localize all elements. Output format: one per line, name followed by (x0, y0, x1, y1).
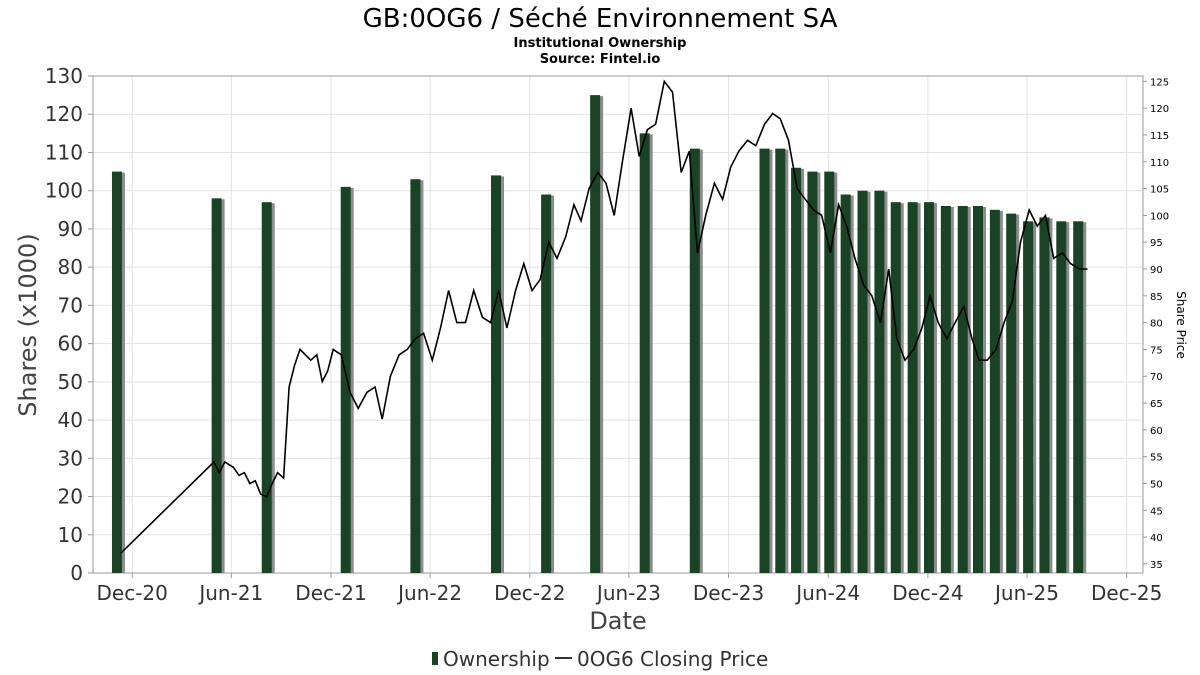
ownership-bar (1006, 213, 1017, 573)
ownership-bar (590, 95, 601, 573)
y2-axis-title: Share Price (1174, 291, 1188, 359)
chart-source: Source: Fintel.io (540, 52, 661, 67)
ownership-bar (410, 179, 421, 573)
right-tick-label: 60 (1150, 426, 1163, 437)
ownership-bar (759, 148, 770, 573)
legend-ownership-label: Ownership (443, 647, 550, 671)
x-tick-label: Jun-24 (794, 581, 860, 605)
x-tick-label: Dec-24 (892, 581, 963, 605)
right-tick-label: 55 (1150, 453, 1163, 464)
legend: Ownership 0OG6 Closing Price (432, 647, 768, 671)
right-tick-label: 115 (1150, 131, 1169, 142)
x-tick-label: Jun-23 (595, 581, 661, 605)
left-tick-label: 110 (45, 140, 83, 164)
ownership-bar (1073, 221, 1084, 573)
left-tick-label: 80 (58, 255, 83, 279)
ownership-bar (857, 190, 868, 573)
x-tick-label: Dec-22 (494, 581, 565, 605)
ownership-bar (874, 190, 885, 573)
right-tick-label: 110 (1150, 158, 1169, 169)
ownership-bars (111, 95, 1087, 574)
ownership-bar (1056, 221, 1067, 573)
right-tick-label: 50 (1150, 479, 1163, 490)
right-tick-label: 90 (1150, 265, 1163, 276)
left-tick-label: 50 (58, 370, 83, 394)
right-tick-label: 120 (1150, 104, 1169, 115)
left-tick-label: 30 (58, 446, 83, 470)
y-axis-title: Shares (x1000) (14, 233, 42, 416)
ownership-bar (957, 205, 968, 573)
right-tick-label: 35 (1150, 560, 1163, 571)
ownership-bar (689, 148, 700, 573)
plot-frame (92, 75, 1144, 574)
x-tick-label: Jun-22 (396, 581, 462, 605)
right-tick-label: 75 (1150, 345, 1163, 356)
right-tick-label: 40 (1150, 533, 1163, 544)
left-tick-label: 130 (45, 64, 83, 88)
ownership-bar (824, 171, 835, 574)
chart-subtitle: Institutional Ownership (514, 36, 687, 51)
right-tick-label: 65 (1150, 399, 1163, 410)
ownership-bar (340, 186, 351, 573)
ownership-bar (211, 198, 222, 574)
right-tick-label: 80 (1150, 319, 1163, 330)
ownership-bar (1039, 217, 1050, 573)
x-tick-label: Dec-20 (97, 581, 168, 605)
right-tick-label: 85 (1150, 292, 1163, 303)
ownership-bar (261, 202, 272, 573)
left-tick-label: 40 (58, 408, 83, 432)
ownership-bar (775, 148, 786, 573)
right-tick-label: 100 (1150, 211, 1169, 222)
ownership-bar (972, 205, 983, 573)
ownership-bar (491, 175, 502, 573)
right-tick-label: 125 (1150, 77, 1169, 88)
ownership-bar (111, 171, 122, 574)
right-tick-label: 45 (1150, 506, 1163, 517)
x-axis-ticks: Dec-20 Jun-21 Dec-21 Jun-22 Dec-22 Jun-23 Dec-… (97, 573, 1162, 605)
x-tick-label: Jun-25 (993, 581, 1059, 605)
ownership-bar (791, 167, 802, 573)
x-tick-label: Dec-23 (693, 581, 764, 605)
left-tick-label: 10 (58, 523, 83, 547)
right-axis-ticks: 35 40 45 50 55 60 65 70 75 80 85 90 95 100 105 110 115 12… (1143, 77, 1169, 571)
right-tick-label: 70 (1150, 372, 1163, 383)
price-line (120, 79, 1088, 554)
x-tick-label: Dec-21 (295, 581, 366, 605)
ownership-bar (639, 133, 650, 573)
left-tick-label: 60 (58, 332, 83, 356)
ownership-bar (890, 202, 901, 573)
legend-price-label: 0OG6 Closing Price (577, 647, 768, 671)
ownership-bar (940, 205, 951, 573)
ownership-bar (923, 202, 934, 573)
x-axis-title: Date (589, 607, 646, 635)
left-axis-ticks: 0 10 20 30 40 50 60 70 80 90 100 110 120 130 (45, 64, 93, 585)
chart-title: GB:0OG6 / Séché Environnement SA (363, 4, 838, 34)
left-tick-label: 90 (58, 217, 83, 241)
left-tick-label: 0 (70, 561, 83, 585)
left-tick-label: 120 (45, 102, 83, 126)
x-tick-label: Jun-21 (197, 581, 263, 605)
ownership-bar (541, 194, 552, 573)
left-tick-label: 20 (58, 485, 83, 509)
ownership-bar (907, 202, 918, 573)
price-line-group (120, 79, 1088, 554)
left-tick-label: 70 (58, 293, 83, 317)
ownership-bar (989, 209, 1000, 574)
right-tick-label: 105 (1150, 185, 1169, 196)
right-tick-label: 95 (1150, 238, 1163, 249)
left-tick-label: 100 (45, 179, 83, 203)
x-tick-label: Dec-25 (1091, 581, 1162, 605)
legend-ownership-swatch (432, 652, 438, 665)
ownership-bar (840, 194, 851, 573)
ownership-bar (807, 171, 818, 574)
ownership-bar (1023, 221, 1034, 573)
